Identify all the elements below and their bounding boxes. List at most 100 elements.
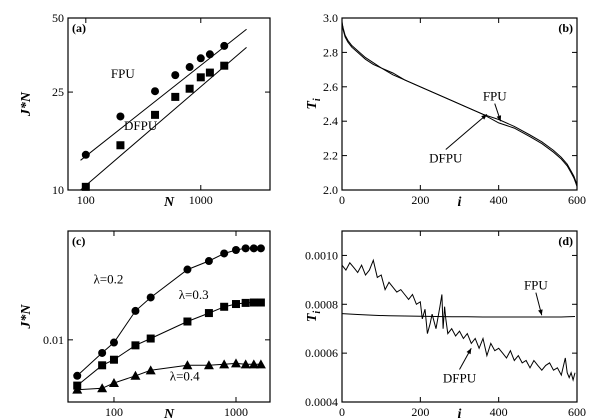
annotation-arrow (445, 113, 488, 150)
data-point (171, 92, 180, 101)
data-point (185, 63, 194, 72)
plot-frame (67, 17, 271, 191)
x-axis-label: N (163, 195, 175, 210)
data-point (72, 384, 83, 394)
annotation-label: λ=0.3 (179, 287, 209, 302)
arrow-head (496, 115, 502, 122)
data-point (249, 298, 258, 307)
data-point (196, 54, 205, 63)
x-tick-label: 100 (105, 405, 123, 418)
data-point (203, 360, 214, 370)
y-tick-label: 2.6 (323, 80, 338, 94)
y-tick-label: 0.0004 (305, 395, 338, 409)
series-2 (73, 298, 265, 390)
data-point (219, 359, 230, 369)
data-point (249, 244, 258, 253)
series-1 (80, 28, 247, 161)
data-point (220, 302, 229, 311)
data-point (108, 378, 119, 388)
y-tick-label: 0.0010 (305, 248, 338, 262)
data-point (220, 249, 229, 258)
annotation-label: λ=0.4 (170, 369, 200, 384)
annotation-label: DFPU (429, 150, 463, 165)
panel-label: (b) (558, 21, 573, 35)
series-line (76, 247, 261, 377)
y-axis-label: J*N (19, 91, 34, 117)
series-2 (341, 23, 578, 187)
data-point (130, 370, 141, 380)
data-point (240, 359, 251, 369)
x-tick-label: 1000 (189, 193, 213, 207)
panel-1: 100 1000 10 25 50 N J*N (a) FPU DFPU (19, 11, 271, 210)
y-tick-label: 50 (52, 11, 64, 25)
data-point (185, 84, 194, 93)
series-3 (72, 358, 266, 394)
x-tick-label: 100 (77, 193, 95, 207)
y-tick-label: 2.8 (323, 45, 338, 59)
annotation-label: FPU (483, 89, 507, 104)
data-point (73, 371, 82, 380)
arrow-head (538, 309, 543, 316)
x-axis-label: N (163, 407, 175, 418)
panel-label: (d) (558, 234, 573, 248)
y-tick-label: 0.0006 (305, 346, 338, 360)
y-tick-label: 10 (52, 183, 64, 197)
panel-label: (c) (72, 234, 85, 248)
panel-label: (a) (72, 21, 86, 35)
y-axis-label: Ti (305, 98, 323, 110)
x-tick-label: 400 (490, 405, 508, 418)
series-2 (80, 46, 247, 191)
series-line (341, 23, 578, 187)
data-point (256, 244, 265, 253)
annotation-label: FPU (524, 278, 548, 293)
ylabel-subscript: i (312, 311, 323, 314)
x-tick-label: 400 (490, 193, 508, 207)
data-point (81, 150, 90, 159)
data-point (131, 341, 140, 350)
data-point (171, 71, 180, 80)
panel-4: 0 200 400 6000.00040.00060.00080.0010iTi(d)… (305, 230, 586, 418)
data-point (146, 293, 155, 302)
plot-frame (67, 230, 271, 403)
panel-3: 100 1000 0.01 N J*N (c) λ=0.2 λ=0.3 λ=0.4 (19, 230, 271, 418)
data-point (109, 338, 118, 347)
data-point (230, 358, 241, 368)
x-tick-label: 200 (411, 405, 429, 418)
data-point (205, 50, 214, 59)
y-axis-label: J*N (19, 304, 34, 330)
x-tick-label: 0 (339, 193, 345, 207)
data-point (248, 359, 259, 369)
data-point (241, 244, 250, 253)
data-point (146, 334, 155, 343)
data-point (98, 348, 107, 357)
annotation-label: FPU (111, 66, 135, 81)
series-line (341, 258, 576, 382)
annotation-label: λ=0.2 (93, 271, 123, 286)
data-point (131, 306, 140, 315)
series-line (341, 313, 576, 318)
y-tick-label: 0.0008 (305, 297, 338, 311)
data-point (183, 317, 192, 326)
data-point (231, 245, 240, 254)
y-tick-label: 2.0 (323, 183, 338, 197)
data-point (256, 298, 265, 307)
data-point (255, 359, 266, 369)
y-tick-label: 0.01 (43, 333, 64, 347)
arrow-head (466, 348, 472, 355)
y-tick-label: 2.2 (323, 149, 338, 163)
data-point (145, 365, 156, 375)
plot-frame (341, 17, 578, 191)
data-point (220, 61, 229, 70)
data-point (116, 141, 125, 150)
data-point (109, 355, 118, 364)
x-tick-label: 1000 (224, 405, 248, 418)
data-point (116, 112, 125, 121)
data-point (151, 87, 160, 96)
data-point (183, 265, 192, 274)
annotation-label: DFPU (124, 118, 158, 133)
y-tick-label: 3.0 (323, 11, 338, 25)
data-point (97, 383, 108, 393)
x-tick-label: 0 (339, 405, 345, 418)
data-point (182, 360, 193, 370)
